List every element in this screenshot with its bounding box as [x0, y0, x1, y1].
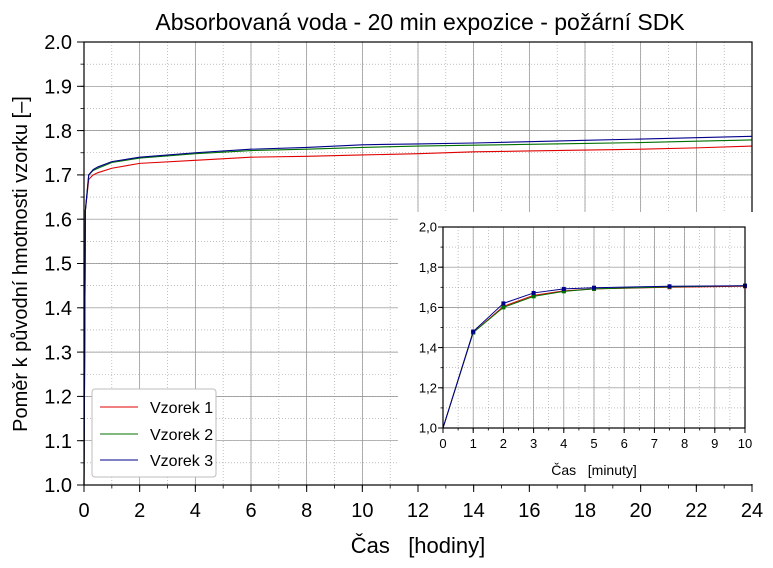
inset-data-point — [592, 285, 596, 290]
y-tick-label: 1.3 — [44, 342, 72, 364]
inset-series-line-2 — [442, 285, 746, 429]
x-tick-label: 18 — [574, 500, 596, 522]
inset-data-point — [561, 286, 566, 291]
x-tick-label: 9 — [711, 436, 718, 451]
y-tick-label: 2,0 — [419, 220, 437, 235]
x-tick-label: 3 — [530, 436, 537, 451]
y-tick-label: 1.1 — [44, 431, 72, 453]
x-tick-label: 24 — [741, 500, 763, 522]
x-tick-label: 14 — [463, 500, 485, 522]
main-ticks: 0 2 4 6 8 10 12 14 16 18 20 22 241.01.11.21.31.41.51… — [44, 32, 763, 522]
y-tick-label: 2.0 — [44, 32, 72, 54]
x-tick-label: 2 — [134, 500, 145, 522]
inset-background — [398, 212, 756, 484]
y-tick-label: 1,4 — [419, 340, 437, 355]
x-tick-label: 1 — [470, 436, 477, 451]
chart-title: Absorbovaná voda - 20 min expozice - pož… — [155, 9, 685, 35]
x-tick-label: 4 — [190, 500, 201, 522]
y-tick-label: 1,0 — [419, 421, 437, 436]
x-tick-label: 7 — [651, 436, 658, 451]
y-tick-label: 1,8 — [419, 260, 437, 275]
legend-label-vzorek-2: Vzorek 2 — [150, 427, 213, 444]
main-series-line-1 — [83, 145, 753, 486]
x-tick-label: 8 — [681, 436, 688, 451]
x-axis-label: Čas [hodiny] — [351, 533, 486, 558]
x-tick-label: 10 — [351, 500, 373, 522]
x-tick-label: 22 — [685, 500, 707, 522]
x-tick-label: 0 — [439, 436, 446, 451]
y-tick-label: 1.5 — [44, 254, 72, 276]
inset-x-axis-label: Čas [minuty] — [551, 462, 637, 478]
y-tick-label: 1.8 — [44, 121, 72, 143]
x-tick-label: 6 — [621, 436, 628, 451]
inset-data-point — [667, 284, 672, 289]
y-tick-label: 1,2 — [419, 380, 437, 395]
x-tick-label: 2 — [500, 436, 507, 451]
y-tick-label: 1.9 — [44, 77, 72, 99]
inset-ticks: 0 1 2 3 4 5 6 7 8 9 10 1,0 1,2 1,4 1,6 1,8 2,0 — [419, 220, 752, 451]
main-series-line-3 — [83, 135, 753, 486]
inset-data-point — [531, 294, 536, 299]
y-tick-label: 1.4 — [44, 298, 72, 320]
legend: Vzorek 1 Vzorek 2 Vzorek 3 — [91, 388, 217, 478]
x-tick-label: 6 — [245, 500, 256, 522]
x-tick-label: 20 — [630, 500, 652, 522]
main-series-group — [83, 135, 753, 486]
y-tick-label: 1.0 — [44, 475, 72, 497]
x-tick-label: 0 — [78, 500, 89, 522]
inset-data-point — [531, 290, 536, 295]
legend-box — [91, 388, 217, 478]
x-tick-label: 10 — [738, 436, 752, 451]
x-tick-label: 8 — [301, 500, 312, 522]
inset-data-point — [471, 329, 476, 334]
y-tick-label: 1,6 — [419, 300, 437, 315]
inset-data-point — [561, 289, 566, 294]
legend-label-vzorek-1: Vzorek 1 — [150, 400, 213, 417]
legend-label-vzorek-3: Vzorek 3 — [150, 453, 213, 470]
y-tick-label: 1.7 — [44, 165, 72, 187]
x-tick-label: 16 — [518, 500, 540, 522]
y-tick-label: 1.2 — [44, 387, 72, 409]
inset-data-point — [501, 301, 506, 306]
inset-data-point — [501, 305, 506, 310]
x-tick-label: 12 — [407, 500, 429, 522]
x-tick-label: 5 — [590, 436, 597, 451]
y-tick-label: 1.6 — [44, 209, 72, 231]
inset-series-line-3 — [442, 285, 746, 429]
y-axis-label: Poměr k původní hmotnosti vzorku [–] — [10, 96, 32, 432]
x-tick-label: 4 — [560, 436, 567, 451]
